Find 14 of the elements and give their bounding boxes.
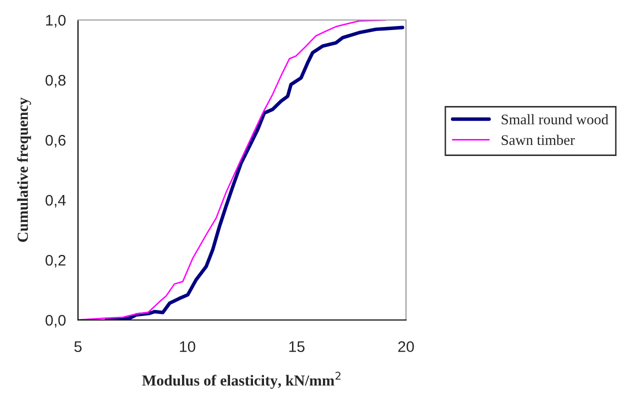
x-axis-title: Modulus of elasticity, kN/mm$^{2}$ bbox=[142, 372, 340, 389]
y-tick-label: 0,2 bbox=[46, 254, 66, 268]
legend-label: Small round wood bbox=[502, 114, 608, 124]
y-axis-title: Cumulative frequency bbox=[17, 98, 32, 242]
x-tick-label: 5 bbox=[74, 341, 82, 352]
x-tick-label: 10 bbox=[180, 341, 196, 352]
y-tick-label: 0,0 bbox=[46, 314, 66, 328]
x-tick-label: 15 bbox=[289, 341, 305, 352]
y-tick-label: 0,8 bbox=[46, 74, 66, 88]
y-tick-label: 0,6 bbox=[46, 134, 66, 148]
y-tick-label: 0,4 bbox=[46, 194, 66, 208]
y-tick-label: 1,0 bbox=[46, 14, 66, 28]
legend-label: Sawn timber bbox=[502, 134, 575, 145]
x-tick-label: 20 bbox=[398, 341, 414, 352]
